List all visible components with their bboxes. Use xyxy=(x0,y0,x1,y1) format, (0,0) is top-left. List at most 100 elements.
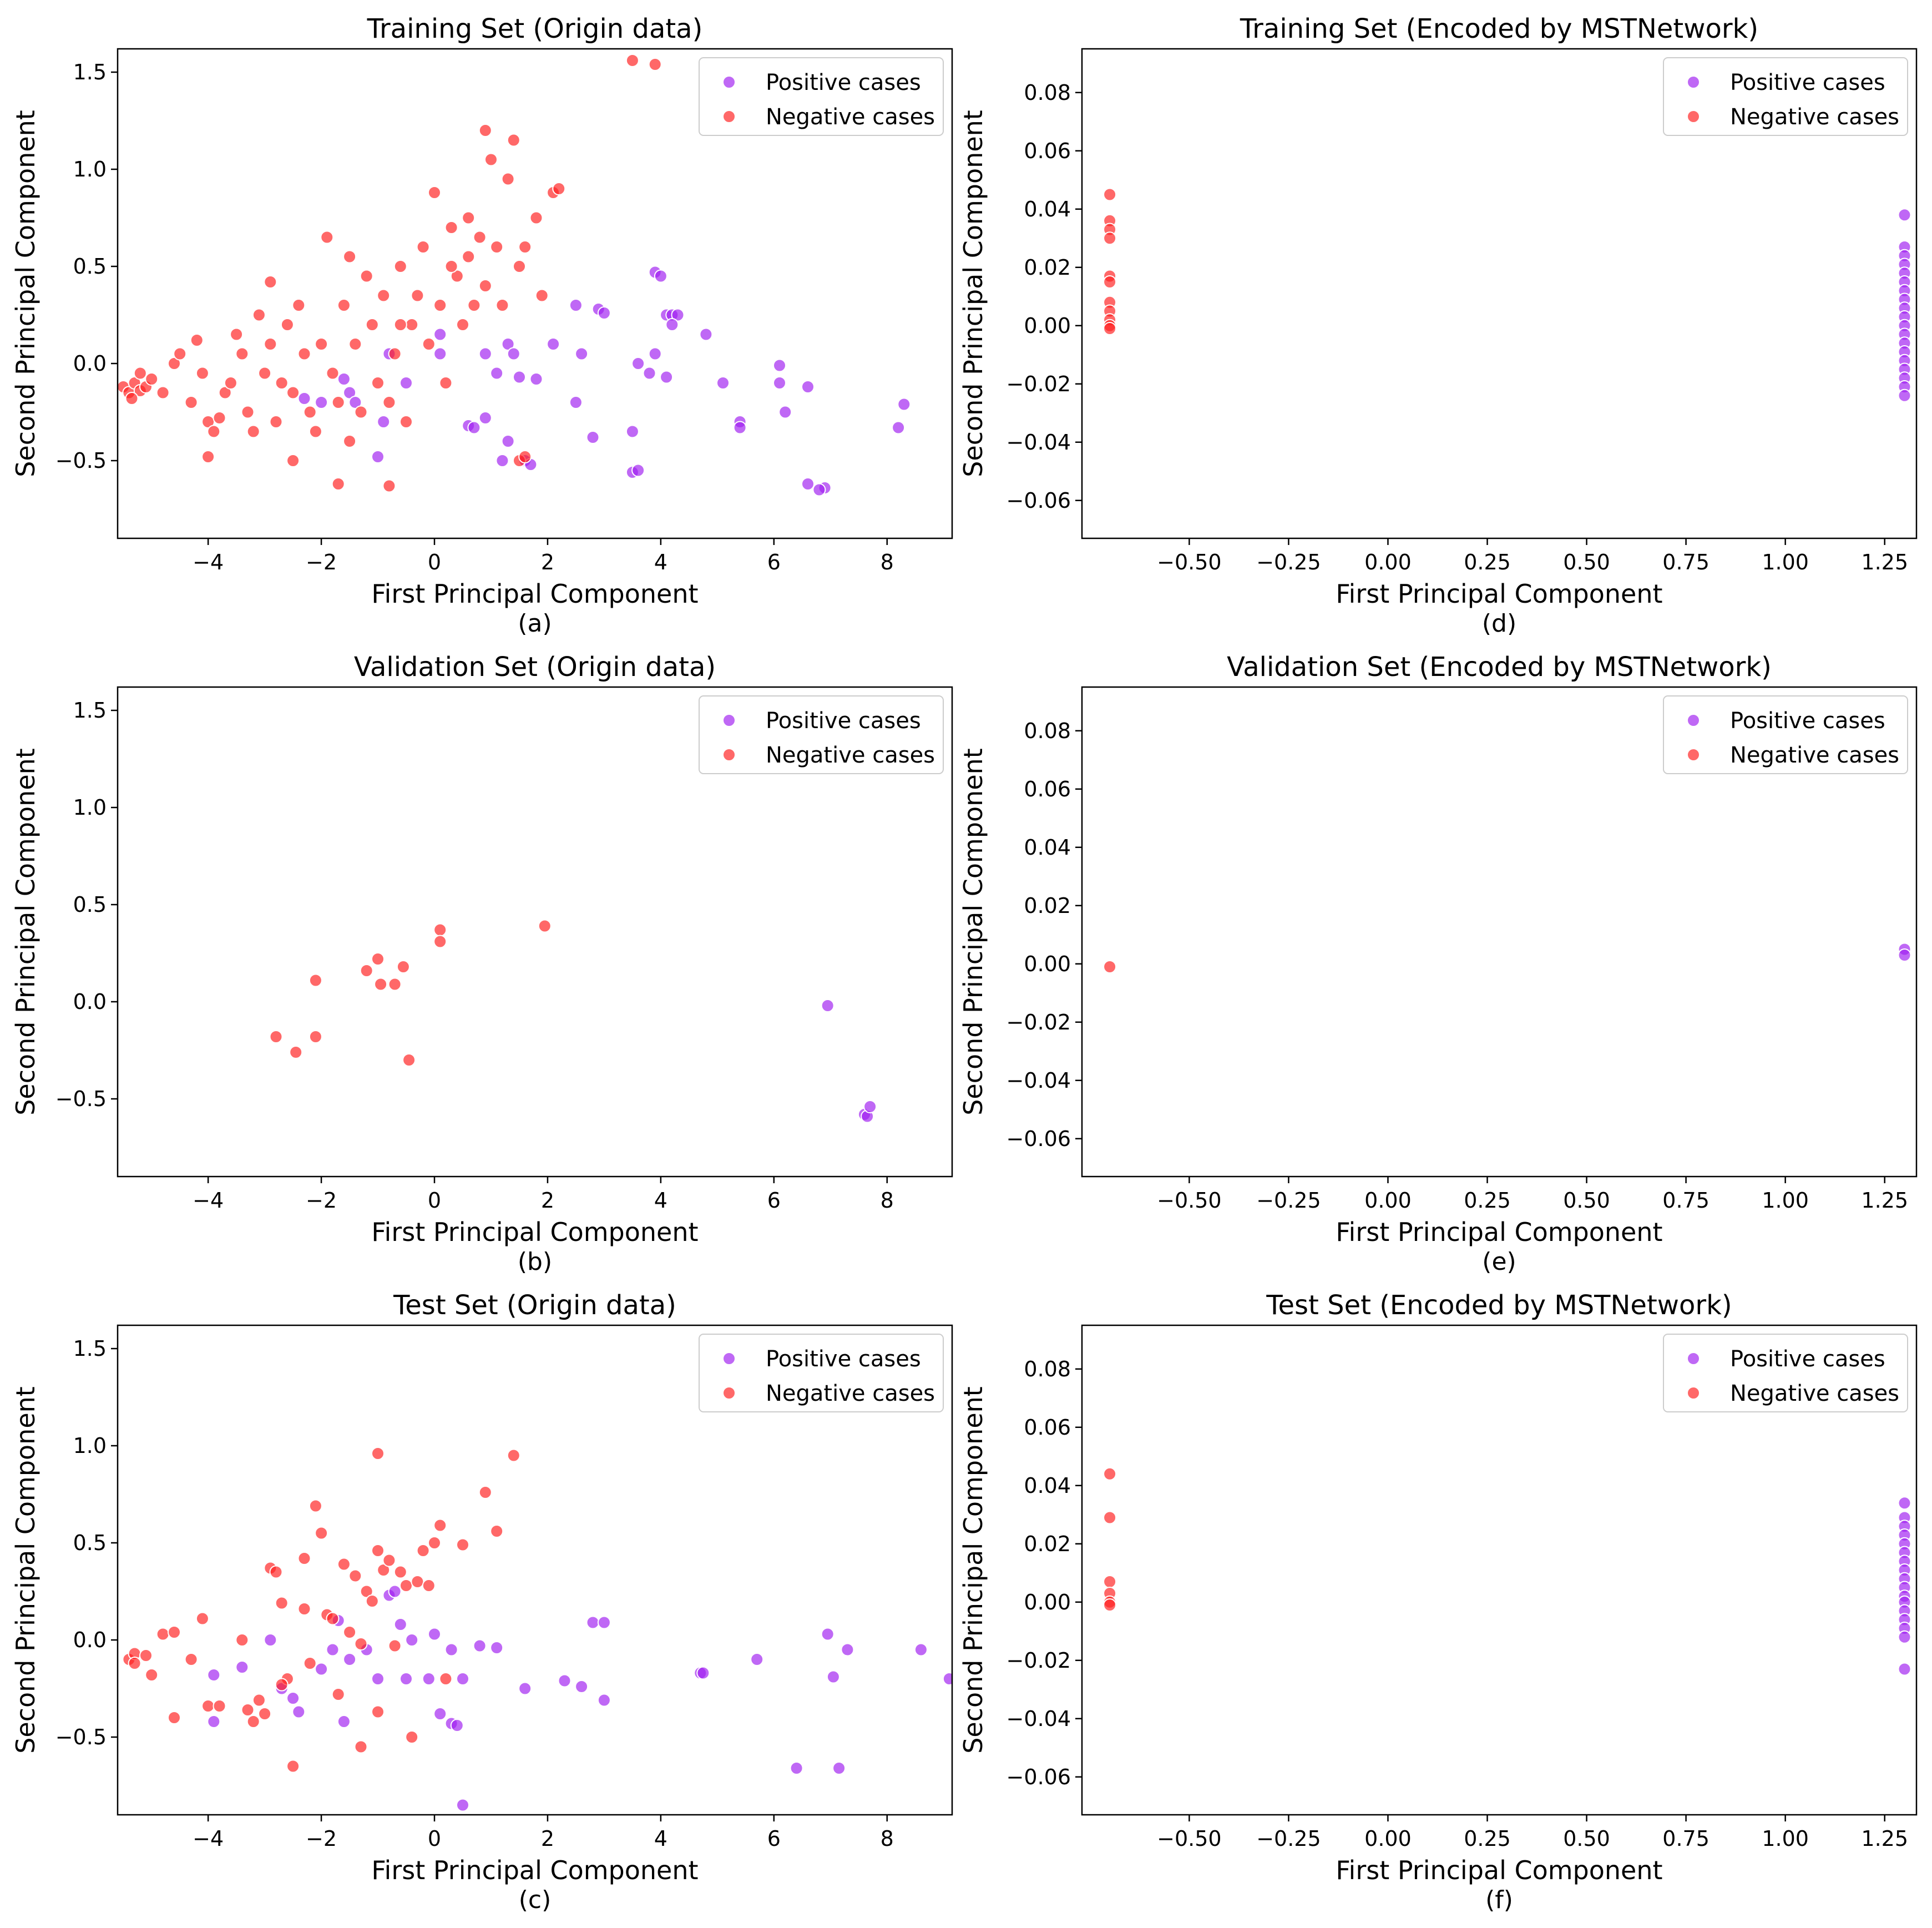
negative-point xyxy=(331,1688,345,1701)
chart-panel-d: −0.50 −0.25 0.00 0.25 0.50 0.75 1.00 1.25 −0.06 −… xyxy=(958,13,1918,638)
x-tick-label: −2 xyxy=(306,1188,337,1213)
x-tick-label: 0 xyxy=(428,1188,441,1213)
negative-point xyxy=(518,450,532,463)
negative-point xyxy=(168,1626,181,1639)
negative-point xyxy=(280,318,294,331)
negative-point xyxy=(371,1544,385,1557)
negative-point xyxy=(195,366,209,380)
positive-point xyxy=(337,1715,351,1728)
x-tick-label: −4 xyxy=(193,1188,224,1213)
positive-point xyxy=(399,1672,413,1685)
positive-point xyxy=(393,1618,407,1631)
negative-point xyxy=(490,1525,504,1538)
positive-point xyxy=(1898,948,1911,962)
negative-point xyxy=(1103,1598,1117,1612)
y-tick-label: 0.08 xyxy=(1024,80,1071,105)
positive-point xyxy=(388,1584,402,1598)
y-tick-label: −0.5 xyxy=(55,448,107,473)
negative-point xyxy=(286,454,300,467)
legend-negative-label: Negative cases xyxy=(1730,743,1899,768)
x-tick-label: 6 xyxy=(767,550,781,574)
legend-negative-marker xyxy=(1687,110,1700,123)
positive-point xyxy=(399,376,413,390)
negative-point xyxy=(343,435,357,448)
chart-title: Test Set (Encoded by MSTNetwork) xyxy=(1266,1290,1732,1321)
x-tick-label: 4 xyxy=(654,550,667,574)
positive-point xyxy=(377,415,391,428)
positive-point xyxy=(286,1692,300,1705)
y-axis-label: Second Principal Component xyxy=(11,1386,41,1754)
positive-point xyxy=(433,1707,447,1720)
x-tick-label: 1.25 xyxy=(1861,1826,1908,1851)
positive-point xyxy=(696,1666,710,1680)
legend-box xyxy=(1663,695,1908,774)
negative-point xyxy=(433,1518,447,1532)
negative-point xyxy=(411,1575,424,1588)
positive-point xyxy=(337,372,351,386)
x-tick-label: 0.25 xyxy=(1464,550,1511,574)
negative-point xyxy=(184,396,198,409)
positive-point xyxy=(456,1798,469,1812)
positive-point xyxy=(631,357,645,370)
negative-point xyxy=(230,327,244,341)
negative-point xyxy=(416,1544,430,1557)
legend: Positive cases Negative cases xyxy=(699,57,944,136)
positive-point xyxy=(790,1762,803,1775)
legend-negative-marker xyxy=(722,1386,736,1400)
positive-point xyxy=(343,1653,357,1666)
y-tick-label: −0.04 xyxy=(1007,1707,1071,1731)
x-axis-label: First Principal Component xyxy=(1336,579,1662,609)
positive-point xyxy=(518,1682,532,1695)
negative-point xyxy=(286,386,300,400)
negative-point xyxy=(246,1715,260,1728)
negative-point xyxy=(354,1637,368,1651)
x-tick-label: 6 xyxy=(767,1188,781,1213)
negative-point xyxy=(224,376,237,390)
negative-point xyxy=(252,308,266,322)
x-axis-label: First Principal Component xyxy=(371,1855,698,1885)
negative-point xyxy=(133,366,147,380)
x-tick-label: 1.00 xyxy=(1762,1826,1809,1851)
negative-point xyxy=(371,1705,385,1719)
negative-point xyxy=(337,299,351,312)
negative-point xyxy=(331,396,345,409)
positive-point xyxy=(490,366,504,380)
negative-point xyxy=(308,1030,322,1043)
x-tick-label: 4 xyxy=(654,1826,667,1851)
x-tick-label: −0.25 xyxy=(1256,550,1321,574)
negative-point xyxy=(125,392,139,405)
positive-point xyxy=(575,1680,589,1693)
positive-point xyxy=(326,1643,340,1657)
axes-frame xyxy=(1081,686,1918,1178)
chart-title: Validation Set (Encoded by MSTNetwork) xyxy=(1227,652,1772,683)
positive-point xyxy=(1898,1496,1911,1510)
y-tick-label: 0.0 xyxy=(73,990,107,1014)
y-tick-label: 0.00 xyxy=(1024,1590,1071,1614)
legend-negative-label: Negative cases xyxy=(766,743,935,768)
negative-point xyxy=(507,133,520,147)
negative-point xyxy=(416,240,430,254)
positive-point xyxy=(586,431,600,444)
negative-point xyxy=(258,1707,272,1720)
negative-point xyxy=(331,477,345,491)
negative-point xyxy=(195,1612,209,1626)
negative-point xyxy=(145,1668,159,1682)
negative-point xyxy=(495,299,509,312)
legend-positive-marker xyxy=(1687,75,1700,89)
negative-point xyxy=(377,1563,391,1577)
negative-point xyxy=(648,58,662,71)
negative-point xyxy=(529,211,543,225)
positive-point xyxy=(597,306,611,320)
negative-point xyxy=(1103,188,1117,201)
negative-point xyxy=(241,405,255,419)
positive-point xyxy=(643,366,656,380)
negative-point xyxy=(428,186,441,199)
y-tick-label: 0.06 xyxy=(1024,1415,1071,1440)
x-tick-label: 8 xyxy=(881,1188,894,1213)
positive-point xyxy=(597,1616,611,1629)
panel-label: (e) xyxy=(1482,1248,1516,1276)
positive-point xyxy=(371,1672,385,1685)
negative-point xyxy=(382,1553,396,1567)
legend: Positive cases Negative cases xyxy=(699,1334,944,1412)
positive-point xyxy=(648,347,662,361)
